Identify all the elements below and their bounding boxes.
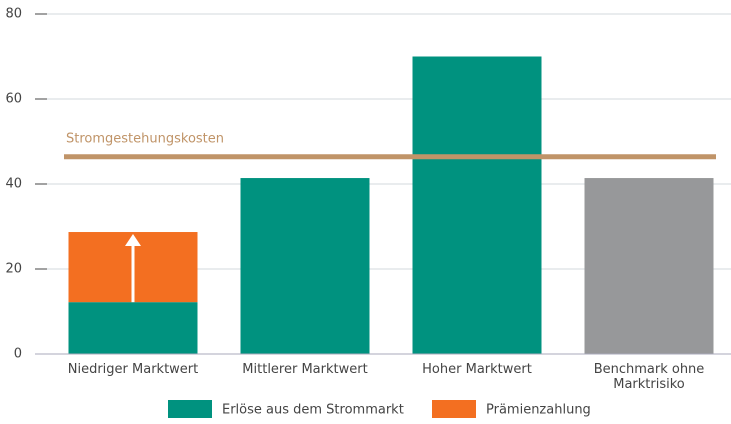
y-tick-label: 0 xyxy=(14,347,22,362)
arrow-head xyxy=(125,234,141,247)
bar xyxy=(68,302,198,354)
y-tick-label: 60 xyxy=(5,92,22,107)
legend-swatch xyxy=(168,400,212,418)
x-tick-label: Mittlerer Marktwert xyxy=(242,362,368,377)
reference-label: Stromgestehungskosten xyxy=(66,131,224,146)
x-tick-label: Hoher Marktwert xyxy=(422,362,532,377)
legend-label: Erlöse aus dem Strommarkt xyxy=(222,403,404,418)
legend-swatch xyxy=(432,400,476,418)
y-tick-label: 40 xyxy=(5,177,22,192)
x-tick-label: Niedriger Marktwert xyxy=(67,362,199,377)
bar xyxy=(584,178,714,354)
legend-label: Prämienzahlung xyxy=(486,403,591,418)
y-tick-label: 80 xyxy=(5,7,22,22)
x-tick-label: Benchmark ohne Marktrisiko xyxy=(593,362,705,392)
bar xyxy=(412,56,542,354)
y-tick-label: 20 xyxy=(5,262,22,277)
bar xyxy=(240,178,370,354)
